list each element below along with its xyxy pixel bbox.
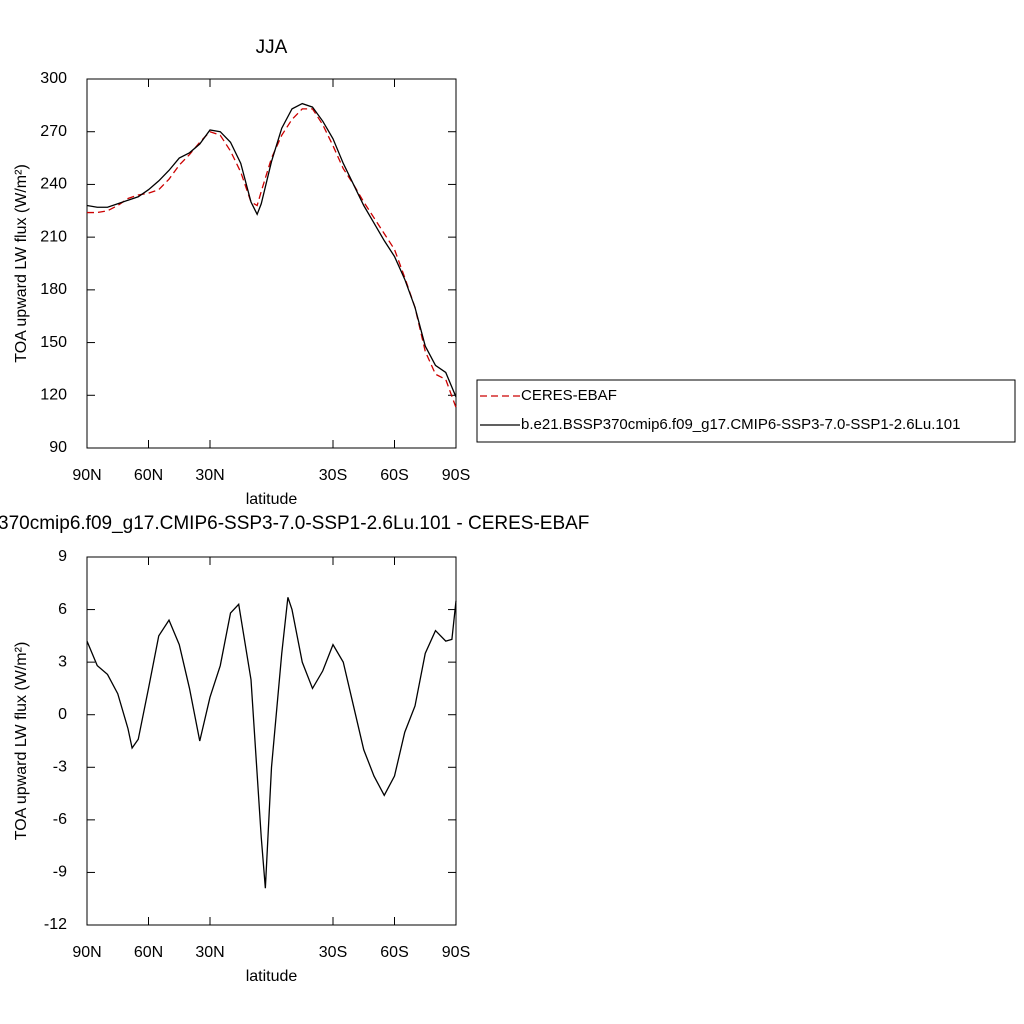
- x-tick-label: 90S: [442, 944, 470, 961]
- data-line: [86, 102, 457, 398]
- x-tick-label: 90N: [72, 944, 101, 961]
- y-tick-label: 240: [40, 176, 67, 193]
- x-tick-label: 60N: [134, 467, 163, 484]
- plot-frame: [86, 556, 457, 926]
- x-tick-label: 30S: [319, 467, 347, 484]
- x-axis-label: latitude: [246, 491, 298, 508]
- y-tick-label: 9: [58, 548, 67, 565]
- x-tick-label: 90S: [442, 467, 470, 484]
- x-axis-label: latitude: [246, 968, 298, 985]
- y-tick-label: 3: [58, 653, 67, 670]
- x-tick-label: 30N: [195, 467, 224, 484]
- data-line: [87, 108, 457, 408]
- chart-title: JJA: [256, 37, 288, 58]
- y-axis-label: TOA upward LW flux (W/m²): [13, 642, 30, 841]
- y-tick-label: -12: [44, 916, 67, 933]
- x-tick-label: 90N: [72, 467, 101, 484]
- data-line: [86, 597, 457, 889]
- legend-box: [476, 379, 1016, 443]
- x-tick-label: 30S: [319, 944, 347, 961]
- y-tick-label: -6: [53, 811, 67, 828]
- x-tick-label: 60N: [134, 944, 163, 961]
- y-tick-label: 90: [49, 439, 67, 456]
- x-tick-label: 30N: [195, 944, 224, 961]
- y-tick-label: 270: [40, 123, 67, 140]
- y-tick-label: 6: [58, 601, 67, 618]
- y-tick-label: 0: [58, 706, 67, 723]
- x-tick-label: 60S: [380, 467, 408, 484]
- y-tick-label: 210: [40, 228, 67, 245]
- y-tick-label: -9: [53, 864, 67, 881]
- y-tick-label: 180: [40, 281, 67, 298]
- y-tick-label: 300: [40, 70, 67, 87]
- chart-title: 370cmip6.f09_g17.CMIP6-SSP3-7.0-SSP1-2.6…: [0, 513, 589, 534]
- y-tick-label: 120: [40, 387, 67, 404]
- x-tick-label: 60S: [380, 944, 408, 961]
- legend-label: CERES-EBAF: [521, 387, 617, 404]
- y-tick-label: 150: [40, 334, 67, 351]
- plot-frame: [86, 78, 457, 449]
- y-axis-label: TOA upward LW flux (W/m²): [13, 164, 30, 363]
- y-tick-label: -3: [53, 759, 67, 776]
- legend-label: b.e21.BSSP370cmip6.f09_g17.CMIP6-SSP3-7.…: [521, 416, 960, 433]
